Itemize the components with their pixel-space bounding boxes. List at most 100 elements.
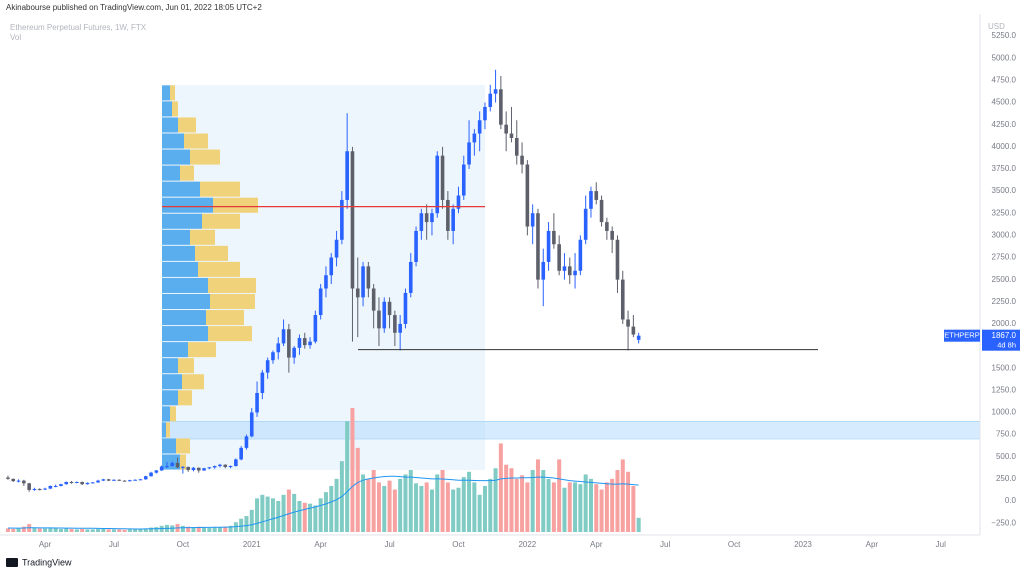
volume-bar (345, 421, 350, 532)
y-tick-label: 5000.0 (992, 53, 1017, 62)
x-tick-label: Apr (39, 540, 52, 549)
volume-bar (265, 496, 270, 532)
candle-body (313, 315, 318, 342)
volume-bar (530, 470, 535, 532)
volume-bar (106, 529, 111, 532)
volume-bar (122, 529, 127, 532)
volume-bar (228, 525, 233, 532)
candle-body (387, 301, 392, 316)
volume-bar (551, 482, 556, 532)
candle-body (456, 195, 461, 209)
volume-bar (180, 525, 185, 532)
profile-up (162, 181, 200, 197)
candle-body (218, 464, 222, 467)
volume-bar (308, 503, 313, 532)
candle-body (297, 338, 302, 348)
candle-body (112, 479, 116, 481)
volume-bar (255, 498, 260, 532)
candle-body (424, 213, 429, 223)
candle-body (541, 261, 546, 280)
profile-down (178, 390, 192, 406)
volume-bar (48, 528, 53, 532)
y-tick-label: 1500.0 (992, 363, 1017, 372)
profile-down (208, 277, 256, 293)
volume-bar (371, 470, 376, 532)
candle-body (143, 476, 148, 480)
profile-up (162, 422, 166, 438)
chart-title: Ethereum Perpetual Futures, 1W, FTX (10, 23, 147, 32)
candle-body (525, 164, 530, 227)
candle-body (96, 480, 100, 483)
y-tick-label: 250.0 (996, 474, 1017, 483)
volume-bar (80, 528, 85, 532)
volume-bar (419, 485, 424, 532)
volume-bar (429, 489, 434, 532)
candle-body (340, 199, 344, 240)
volume-bar (366, 478, 371, 532)
y-tick-label: 3250.0 (992, 208, 1017, 217)
profile-up (162, 277, 208, 293)
candle-body (594, 191, 599, 200)
profile-down (184, 133, 208, 149)
candle-body (223, 464, 228, 467)
volume-bar (154, 527, 159, 532)
volume-bar (202, 527, 207, 532)
candle-body (265, 360, 270, 373)
volume-bar (408, 470, 413, 532)
profile-up (162, 213, 202, 229)
y-tick-label: 4250.0 (992, 120, 1017, 129)
profile-up (162, 406, 170, 422)
candle-body (249, 412, 254, 437)
y-tick-label: 1250.0 (992, 385, 1017, 394)
profile-up (162, 229, 190, 245)
profile-up (162, 326, 208, 342)
volume-ma (7, 475, 639, 530)
candle-body (244, 436, 249, 448)
volume-bar (498, 443, 503, 532)
candle-body (106, 479, 111, 481)
volume-bar (11, 528, 16, 532)
x-tick-label: Apr (866, 540, 879, 549)
volume-bar (217, 527, 222, 532)
x-tick-label: Apr (314, 540, 327, 549)
volume-bar (16, 528, 21, 532)
y-tick-label: −250.0 (991, 518, 1016, 527)
candle-body (552, 230, 556, 245)
profile-down (180, 454, 186, 470)
profile-down (188, 342, 216, 358)
currency: USD (988, 22, 1005, 31)
x-tick-label: 2022 (518, 540, 536, 549)
profile-up (162, 310, 206, 326)
volume-bar (270, 498, 275, 532)
candle-body (488, 93, 493, 107)
volume-bar (562, 487, 567, 532)
volume-bar (260, 494, 265, 532)
profile-up (162, 261, 198, 277)
volume-bar (43, 528, 48, 532)
volume-bar (249, 509, 254, 532)
volume-bar (64, 528, 69, 532)
volume-bar (212, 527, 217, 532)
volume-bar (636, 517, 641, 532)
candle-body (377, 310, 381, 329)
volume-bar (461, 477, 466, 532)
volume-bar (578, 484, 583, 532)
y-tick-label: 3750.0 (992, 164, 1017, 173)
candle-body (461, 164, 466, 196)
volume-bar (318, 498, 323, 532)
price-tag-countdown: 4d 8h (997, 341, 1016, 350)
profile-up (162, 197, 213, 213)
candle-body (382, 301, 387, 329)
profile-down (208, 326, 252, 342)
volume-bar (85, 529, 90, 532)
volume-bar (90, 529, 95, 532)
candle-body (483, 106, 487, 121)
candle-body (80, 481, 84, 485)
volume-bar (440, 470, 445, 532)
volume-bar (376, 482, 381, 532)
volume-bar (392, 489, 397, 532)
x-tick-label: Oct (177, 540, 190, 549)
profile-up (162, 374, 182, 390)
volume-bar (69, 528, 74, 532)
x-tick-label: Jul (384, 540, 394, 549)
